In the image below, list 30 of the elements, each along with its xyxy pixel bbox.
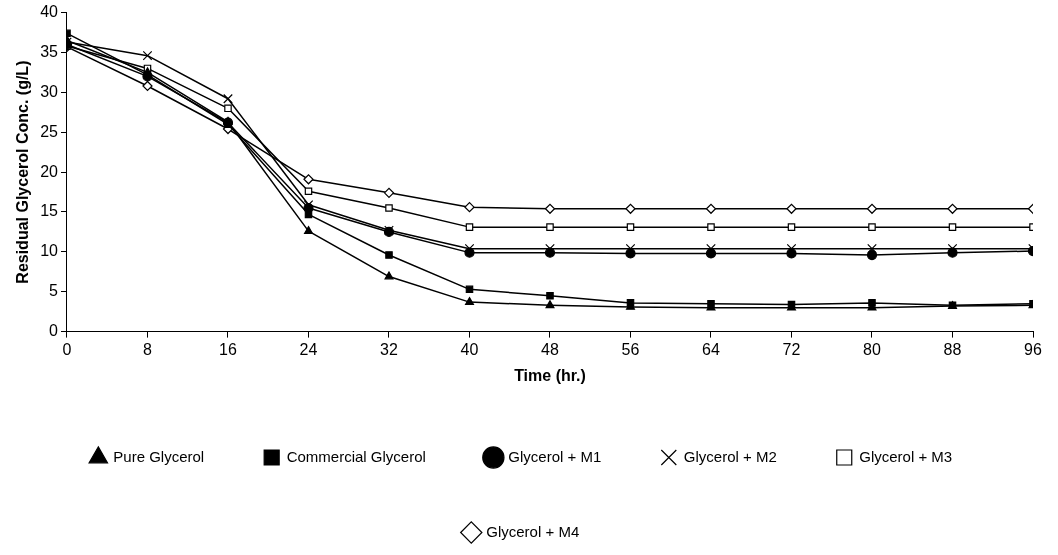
y-tick-label: 10 [40,242,59,260]
x-tick-label: 8 [143,340,153,358]
legend-label: Pure Glycerol [113,447,205,465]
y-tick-label: 0 [49,322,59,340]
legend-label: Commercial Glycerol [286,447,426,465]
x-tick-label: 64 [702,340,720,358]
x-tick-label: 56 [621,340,640,358]
x-tick-label: 24 [299,340,318,358]
y-tick-label: 40 [40,3,59,21]
x-tick-label: 0 [62,340,72,358]
x-tick-label: 32 [380,340,398,358]
y-tick-label: 15 [40,202,59,220]
y-axis-title: Residual Glycerol Conc. (g/L) [14,60,32,284]
x-tick-label: 48 [541,340,559,358]
x-tick-label: 16 [219,340,237,358]
legend-label: Glycerol + M3 [859,447,953,465]
x-tick-label: 96 [1024,340,1042,358]
x-tick-label: 80 [863,340,881,358]
x-tick-label: 88 [943,340,962,358]
y-tick-label: 5 [49,282,59,300]
y-tick-label: 35 [40,42,59,60]
x-axis-title: Time (hr.) [514,366,586,384]
legend-label: Glycerol + M4 [486,522,580,540]
y-tick-label: 20 [40,162,59,180]
y-tick-label: 25 [40,122,59,140]
x-tick-label: 40 [460,340,479,358]
legend-label: Glycerol + M2 [683,447,777,465]
legend-label: Glycerol + M1 [508,447,602,465]
x-tick-label: 72 [782,340,801,358]
y-tick-label: 30 [40,82,59,100]
